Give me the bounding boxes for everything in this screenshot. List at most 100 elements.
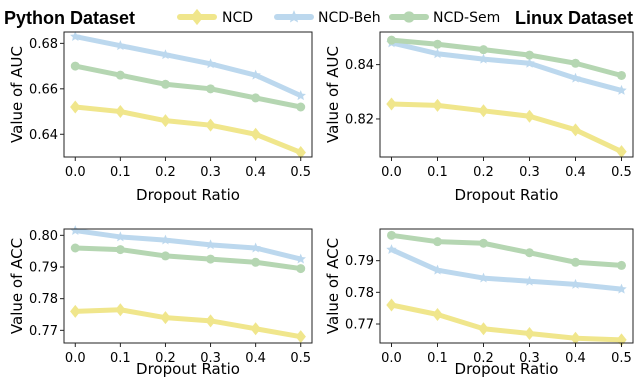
chart-python-acc: 0.0 0.1 0.2 0.3 0.4 0.5 0.77 0.78 0.79 0.80 Dropou… <box>8 225 313 378</box>
data-point-ncd <box>70 100 81 114</box>
x-tick-label: 0.1 <box>427 351 448 366</box>
data-point-ncd-sem <box>70 243 80 253</box>
y-axis-label: Value of ACC <box>8 238 26 334</box>
series-line-ncd-beh <box>72 34 304 99</box>
x-axis-label: Dropout Ratio <box>136 360 240 378</box>
x-tick-label: 0.3 <box>519 165 540 180</box>
data-point-ncd-beh <box>250 69 261 80</box>
series-line-ncd <box>389 302 624 343</box>
x-tick-label: 0.0 <box>381 351 402 366</box>
x-axis-label: Dropout Ratio <box>455 360 559 378</box>
data-point-ncd-sem <box>617 70 626 80</box>
data-point-ncd-beh <box>295 90 306 101</box>
legend-marker-ncd-sem <box>403 11 415 23</box>
data-point-ncd-beh <box>478 53 489 64</box>
data-point-ncd-sem <box>479 45 488 55</box>
data-point-ncd-sem <box>251 257 261 267</box>
data-point-ncd-sem <box>387 35 396 45</box>
data-point-ncd-sem <box>206 254 216 264</box>
x-tick-label: 0.0 <box>65 165 86 180</box>
data-point-ncd <box>295 145 306 159</box>
data-point-ncd-sem <box>296 102 306 112</box>
y-tick-label: 0.77 <box>29 324 58 339</box>
header-linux-dataset: Linux Dataset <box>515 8 633 28</box>
data-point-ncd-beh <box>205 58 216 69</box>
legend-label-ncd-beh: NCD-Beh <box>318 10 381 26</box>
y-tick-label: 0.68 <box>29 37 58 52</box>
data-point-ncd <box>250 127 261 141</box>
series-line-ncd-sem <box>72 245 304 272</box>
legend-item-ncd-beh: NCD-Beh <box>274 10 381 26</box>
series-line-ncd-sem <box>389 37 624 78</box>
x-tick-label: 0.2 <box>155 351 176 366</box>
data-point-ncd <box>432 98 443 112</box>
data-point-ncd <box>524 109 535 123</box>
series-line-ncd-sem <box>72 63 304 110</box>
data-point-ncd-beh <box>570 278 581 289</box>
header-python-dataset: Python Dataset <box>4 8 135 28</box>
data-point-ncd-sem <box>160 79 170 89</box>
data-point-ncd <box>160 114 171 128</box>
y-tick-label: 0.79 <box>345 254 374 269</box>
data-point-ncd <box>115 303 126 317</box>
legend-marker-ncd <box>190 8 204 26</box>
legend-label-ncd-sem: NCD-Sem <box>433 10 500 26</box>
data-point-ncd-beh <box>432 48 443 59</box>
data-point-ncd <box>115 105 126 119</box>
data-point-ncd-beh <box>70 225 81 236</box>
data-point-ncd <box>616 145 627 159</box>
x-tick-label: 0.3 <box>200 351 221 366</box>
x-tick-label: 0.1 <box>110 165 131 180</box>
data-point-ncd-beh <box>616 283 627 294</box>
series-line-ncd-beh <box>72 228 304 262</box>
x-tick-label: 0.3 <box>200 165 221 180</box>
plot-frame <box>63 228 313 344</box>
data-point-ncd <box>295 330 306 344</box>
x-tick-label: 0.2 <box>473 165 494 180</box>
y-tick-label: 0.78 <box>29 292 58 307</box>
series-line-ncd-sem <box>389 232 624 268</box>
data-point-ncd <box>250 322 261 336</box>
data-point-ncd-beh <box>160 49 171 60</box>
data-point-ncd-sem <box>115 70 125 80</box>
data-point-ncd-sem <box>525 248 534 258</box>
x-tick-label: 0.5 <box>611 351 632 366</box>
data-point-ncd <box>524 327 535 340</box>
x-tick-label: 0.0 <box>65 351 86 366</box>
x-tick-label: 0.4 <box>565 351 586 366</box>
data-point-ncd-beh <box>570 72 581 83</box>
data-point-ncd-sem <box>525 50 534 60</box>
data-point-ncd-sem <box>251 93 261 103</box>
y-tick-label: 0.66 <box>29 82 58 97</box>
x-tick-label: 0.5 <box>611 165 632 180</box>
data-point-ncd-sem <box>433 39 442 49</box>
data-point-ncd-beh <box>115 231 126 242</box>
data-point-ncd-sem <box>617 260 626 270</box>
data-point-ncd <box>570 331 581 345</box>
series-line-ncd-beh <box>389 40 624 93</box>
x-tick-label: 0.5 <box>290 351 311 366</box>
chart-python-auc: 0.0 0.1 0.2 0.3 0.4 0.5 0.64 0.66 0.68 Dropout Ra… <box>8 31 313 204</box>
x-tick-label: 0.1 <box>427 165 448 180</box>
x-axis-label: Dropout Ratio <box>136 186 240 204</box>
data-point-ncd-sem <box>206 84 216 94</box>
data-point-ncd-beh <box>205 239 216 250</box>
legend-item-ncd-sem: NCD-Sem <box>389 10 500 26</box>
series-line-ncd <box>72 307 304 340</box>
data-point-ncd-beh <box>478 272 489 283</box>
x-tick-label: 0.0 <box>381 165 402 180</box>
data-point-ncd <box>478 322 489 336</box>
y-tick-label: 0.64 <box>29 128 58 143</box>
chart-linux-acc: 0.0 0.1 0.2 0.3 0.4 0.5 0.77 0.78 0.79 Dropout Ra… <box>324 228 634 378</box>
x-tick-label: 0.2 <box>155 165 176 180</box>
y-tick-label: 0.80 <box>29 229 58 244</box>
data-point-ncd <box>478 104 489 118</box>
data-point-ncd-beh <box>524 275 535 286</box>
legend: NCD NCD-Beh NCD-Sem <box>177 8 500 26</box>
x-tick-label: 0.4 <box>245 351 266 366</box>
data-point-ncd <box>386 97 397 111</box>
data-point-ncd <box>570 123 581 137</box>
data-point-ncd-beh <box>295 253 306 264</box>
data-point-ncd-sem <box>570 257 580 267</box>
